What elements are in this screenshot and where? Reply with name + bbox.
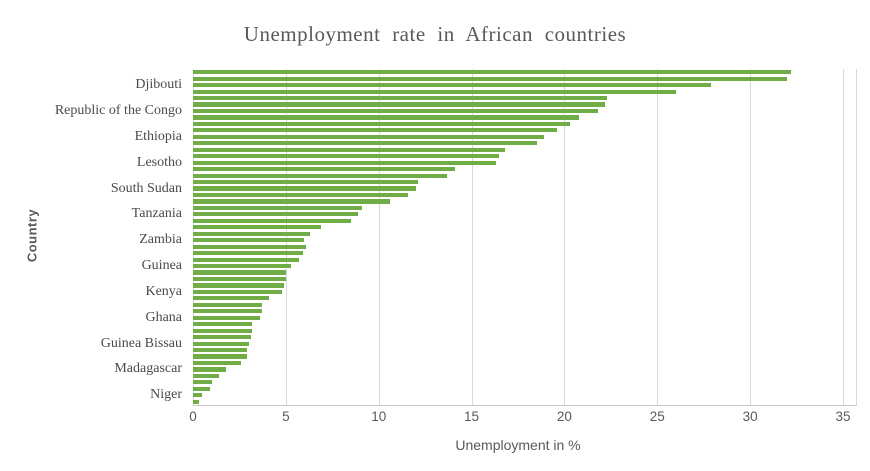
bar	[193, 354, 247, 359]
chart-title: Unemployment rate in African countries	[243, 22, 627, 46]
bar	[193, 192, 409, 198]
bar	[193, 309, 262, 314]
bar	[193, 238, 305, 243]
bar	[193, 70, 791, 75]
bar	[193, 199, 390, 204]
bar	[193, 289, 283, 294]
gridline	[193, 69, 194, 405]
x-axis-ticks: 0 5 10 15 20 25 30 35	[189, 409, 856, 429]
bar	[193, 115, 580, 120]
gridline	[378, 69, 380, 405]
bar	[193, 108, 598, 114]
country-label: Ethiopia	[134, 128, 182, 144]
bar	[193, 167, 455, 172]
x-tick-label: 5	[282, 409, 290, 424]
bar	[193, 160, 496, 165]
gridline	[750, 69, 752, 405]
bar	[193, 128, 557, 133]
bar	[193, 270, 286, 275]
country-label: Tanzania	[131, 206, 182, 222]
y-axis-title: Country	[24, 208, 40, 263]
country-label: Niger	[150, 387, 182, 403]
bar	[193, 276, 286, 282]
country-label: Guinea Bissau	[100, 335, 182, 351]
bar	[193, 83, 712, 88]
country-label: Ghana	[145, 309, 182, 325]
bar	[193, 186, 416, 191]
x-tick-label: 30	[742, 409, 758, 424]
bar	[193, 102, 606, 107]
bar	[193, 147, 505, 152]
bar	[193, 95, 608, 101]
bar	[193, 347, 247, 353]
country-label: Djibouti	[135, 77, 182, 93]
bar	[193, 257, 299, 262]
bar	[193, 380, 212, 385]
x-tick-label: 15	[464, 409, 480, 424]
bar	[193, 251, 303, 256]
country-label: South Sudan	[110, 180, 182, 196]
bar	[193, 367, 227, 372]
bar	[193, 263, 292, 269]
x-tick-label: 25	[649, 409, 665, 424]
bar	[193, 315, 260, 320]
bar	[193, 341, 249, 346]
gridline	[564, 69, 566, 405]
bar	[193, 296, 270, 301]
gridline	[471, 69, 473, 405]
gridline	[657, 69, 659, 405]
bar	[193, 141, 537, 146]
plot-area	[193, 69, 857, 406]
bar	[193, 360, 242, 366]
bar	[193, 322, 253, 327]
country-label: Guinea	[141, 258, 182, 274]
bar	[193, 386, 210, 391]
bar	[193, 76, 788, 81]
bar	[193, 373, 219, 378]
x-tick-label: 35	[835, 409, 851, 424]
x-axis-title: Unemployment in %	[455, 437, 581, 453]
bar	[193, 283, 284, 288]
gridline	[843, 69, 844, 405]
bar	[193, 89, 676, 94]
bar	[193, 244, 307, 249]
bar	[193, 212, 359, 217]
bar	[193, 154, 500, 159]
bar	[193, 328, 253, 333]
x-tick-label: 0	[189, 409, 197, 424]
y-axis-labels: Djibouti Republic of the Congo Ethiopia Les…	[0, 69, 185, 405]
country-label: Lesotho	[136, 154, 182, 170]
x-tick-label: 10	[371, 409, 387, 424]
bar	[193, 134, 544, 139]
bar	[193, 399, 199, 404]
x-tick-label: 20	[556, 409, 572, 424]
bar	[193, 302, 262, 307]
country-label: Madagascar	[114, 361, 182, 377]
bar	[193, 225, 322, 230]
country-label: Zambia	[139, 232, 182, 248]
gridline	[285, 69, 287, 405]
bar	[193, 335, 251, 340]
country-label: Republic of the Congo	[54, 103, 182, 118]
bar	[193, 205, 362, 210]
bar	[193, 179, 418, 185]
bar	[193, 121, 570, 126]
country-label: Kenya	[145, 283, 182, 299]
bar	[193, 231, 310, 236]
bar	[193, 173, 448, 178]
bar	[193, 218, 351, 223]
bar	[193, 393, 203, 398]
